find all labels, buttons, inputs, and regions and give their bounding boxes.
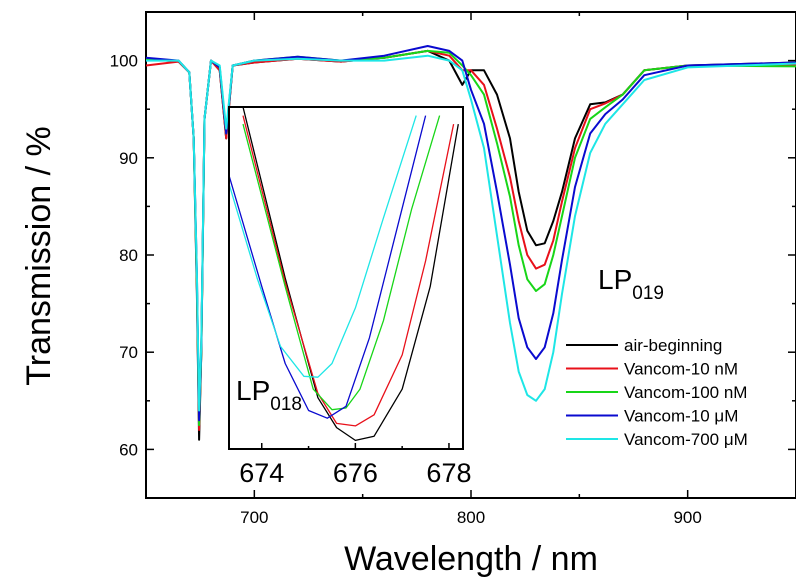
legend: air-beginning Vancom-10 nM Vancom-100 nM Va… bbox=[566, 336, 748, 449]
x-tick-label: 800 bbox=[457, 508, 485, 527]
y-tick-label: 80 bbox=[119, 246, 138, 265]
lp018-label-main: LP bbox=[236, 375, 270, 406]
lp018-label: LP018 bbox=[236, 375, 302, 415]
main-x-axis: 700 800 900 bbox=[145, 12, 796, 527]
y-tick-label: 70 bbox=[119, 343, 138, 362]
legend-label-4: Vancom-700 μM bbox=[624, 430, 748, 449]
inset-plot-frame bbox=[228, 106, 464, 450]
y-tick-label: 60 bbox=[119, 440, 138, 459]
legend-label-3: Vancom-10 μM bbox=[624, 407, 738, 426]
inset-x-tick-label: 678 bbox=[426, 458, 471, 488]
inset-x-tick-label: 674 bbox=[239, 458, 284, 488]
inset-series-line-1 bbox=[242, 115, 455, 427]
inset-series-line-2 bbox=[242, 115, 441, 411]
inset-x-axis: 674 676 678 bbox=[239, 443, 471, 488]
x-tick-label: 700 bbox=[240, 508, 268, 527]
inset-series-line-3 bbox=[229, 115, 427, 419]
lp019-label-main: LP bbox=[598, 264, 632, 295]
legend-label-2: Vancom-100 nM bbox=[624, 383, 747, 402]
inset-series-group bbox=[229, 107, 459, 442]
series-line-4 bbox=[146, 54, 796, 412]
lp019-label: LP019 bbox=[598, 264, 664, 304]
y-tick-label: 90 bbox=[119, 149, 138, 168]
inset-series-line-4 bbox=[229, 115, 417, 378]
inset-background bbox=[229, 107, 463, 449]
main-y-axis: 60 70 80 90 100 bbox=[110, 52, 796, 459]
y-tick-label: 100 bbox=[110, 52, 138, 71]
legend-label-1: Vancom-10 nM bbox=[624, 360, 738, 379]
lp019-label-sub: 019 bbox=[632, 283, 664, 304]
inset-x-tick-label: 676 bbox=[333, 458, 378, 488]
x-axis-title: Wavelength / nm bbox=[344, 540, 598, 578]
main-series-group bbox=[146, 45, 796, 441]
legend-label-0: air-beginning bbox=[624, 336, 722, 355]
x-tick-label: 900 bbox=[673, 508, 701, 527]
lp018-label-sub: 018 bbox=[270, 394, 302, 415]
y-axis-title: Transmission / % bbox=[20, 126, 58, 385]
